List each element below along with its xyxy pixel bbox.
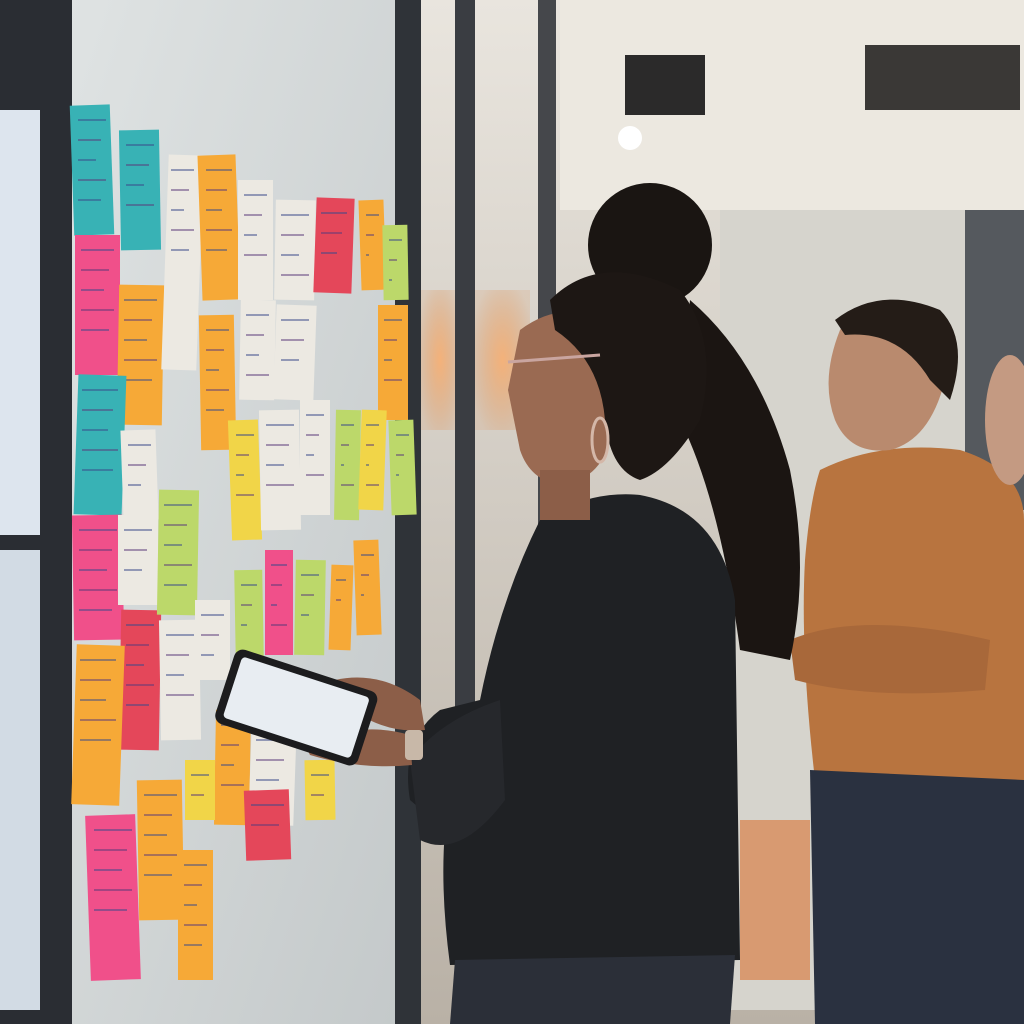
sticky-note <box>185 760 215 820</box>
sticky-note <box>382 224 409 301</box>
woman-hair-back <box>680 300 800 660</box>
man-shirt <box>803 447 1024 790</box>
sticky-note <box>71 644 125 806</box>
tablet <box>215 649 378 766</box>
sticky-note <box>161 154 204 371</box>
sticky-note <box>273 304 317 401</box>
man-hair <box>835 299 958 400</box>
sticky-note <box>156 489 200 616</box>
sticky-note <box>136 779 185 921</box>
person-edge <box>985 355 1024 485</box>
sticky-note <box>388 419 417 516</box>
sticky-note <box>195 600 230 680</box>
sticky-note <box>118 515 158 605</box>
man-jeans <box>810 770 1024 1024</box>
monitor <box>0 110 40 535</box>
monitor <box>0 550 40 1010</box>
sticky-note <box>378 305 408 420</box>
sticky-note <box>85 814 141 981</box>
sign <box>625 55 705 115</box>
sticky-note <box>358 199 387 291</box>
sticky-note <box>358 409 387 511</box>
warm-light <box>420 290 460 430</box>
sticky-note <box>334 409 361 521</box>
sticky-note <box>118 129 162 251</box>
sticky-note <box>213 709 252 826</box>
sticky-note <box>178 850 213 980</box>
sticky-note <box>265 550 293 655</box>
sticky-note <box>120 429 159 521</box>
sticky-note <box>300 400 330 515</box>
sticky-note <box>75 235 120 375</box>
sticky-note <box>328 564 354 651</box>
woman-hair <box>550 272 707 480</box>
woman-sleeve <box>410 700 505 845</box>
woman-neck <box>540 470 590 520</box>
sticky-note <box>69 104 115 236</box>
woman <box>215 183 800 1024</box>
woman-jeans <box>450 955 735 1024</box>
man-arms <box>790 625 990 694</box>
sticky-note <box>353 539 382 636</box>
tablet-screen <box>223 657 369 758</box>
sticky-note <box>304 759 336 821</box>
sticky-note <box>197 154 241 301</box>
sticky-note <box>118 609 162 751</box>
sticky-note <box>294 559 326 656</box>
ceiling-light <box>618 126 642 150</box>
ceiling-device <box>865 45 1020 110</box>
sticky-note <box>313 197 355 294</box>
watch <box>405 730 423 760</box>
sticky-note <box>258 409 302 531</box>
sticky-note <box>234 569 264 661</box>
sticky-notes <box>69 104 417 981</box>
man <box>790 299 1024 1024</box>
sticky-note <box>227 419 263 541</box>
woman-sweater <box>408 494 740 965</box>
sticky-note <box>238 180 273 300</box>
glasses <box>507 353 601 364</box>
sticky-note <box>198 314 237 451</box>
sticky-note <box>71 514 125 641</box>
sticky-note <box>73 374 127 516</box>
earring <box>590 416 610 464</box>
orange-object <box>740 820 810 980</box>
sticky-note <box>158 619 202 741</box>
